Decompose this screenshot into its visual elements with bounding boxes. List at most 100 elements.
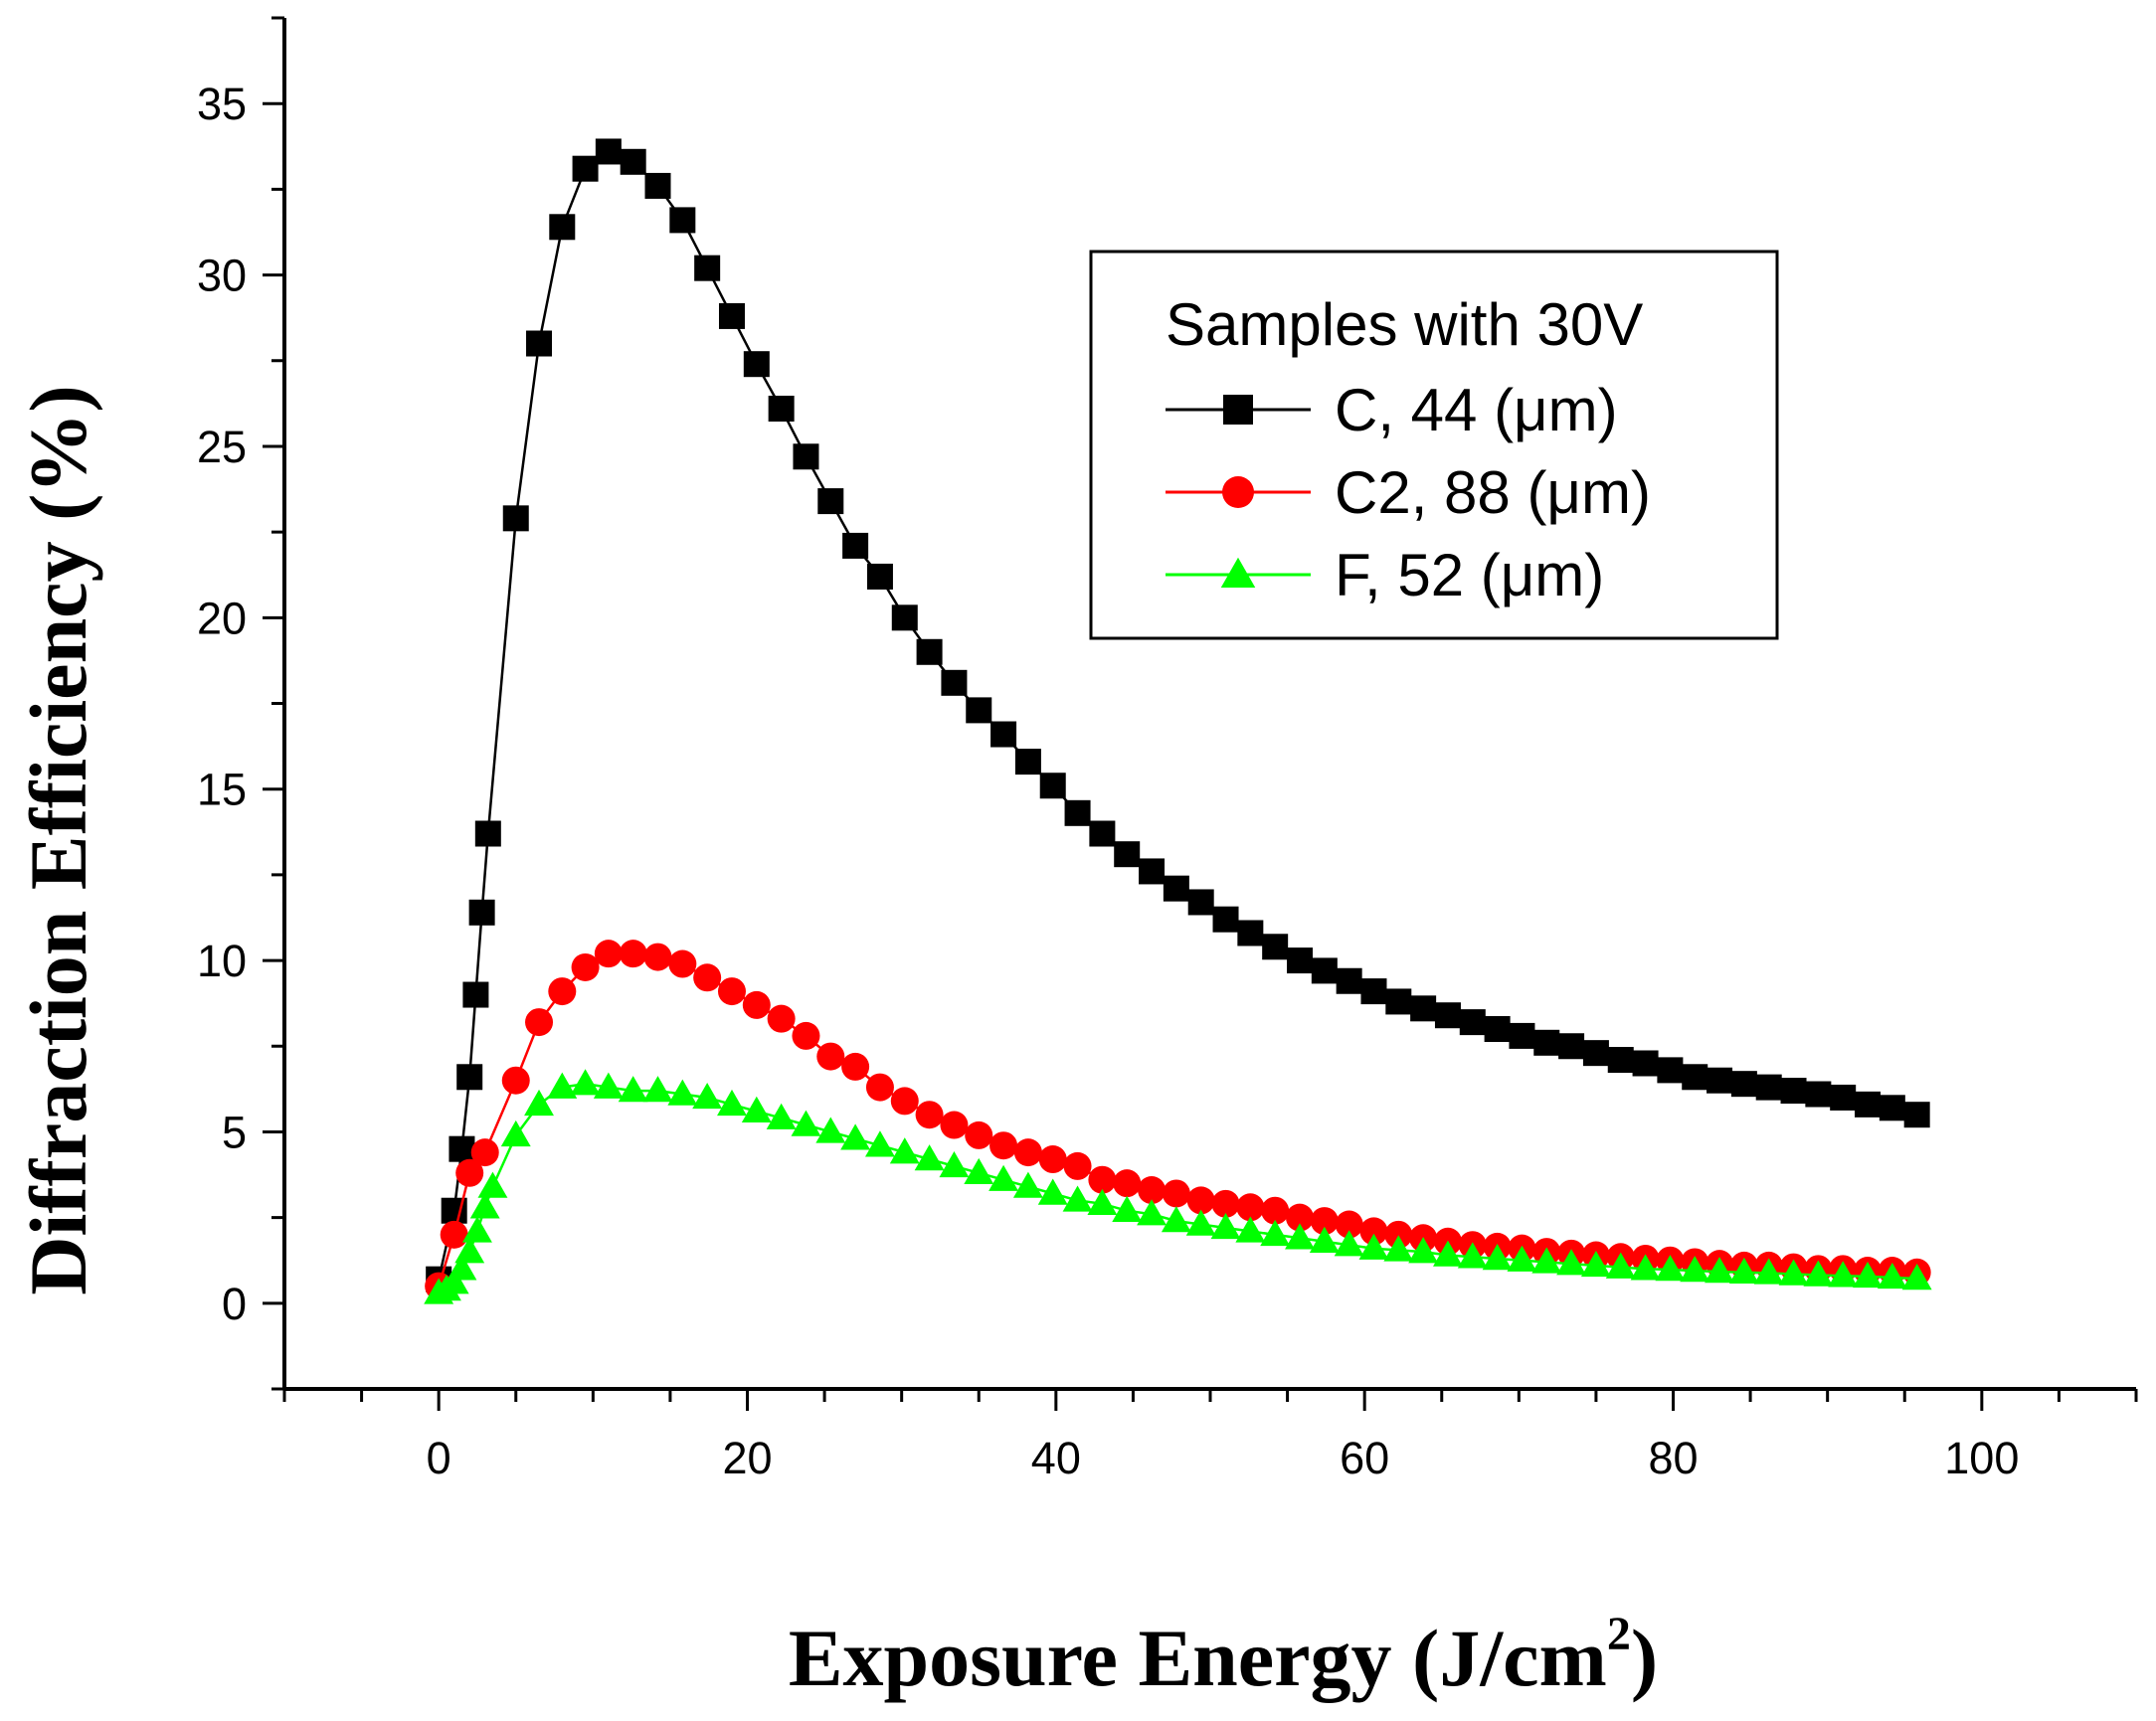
data-point	[440, 1220, 468, 1249]
data-point	[864, 1130, 895, 1157]
data-point	[468, 899, 495, 926]
data-point	[1260, 1219, 1291, 1247]
data-point	[1013, 1138, 1042, 1167]
data-point	[1089, 820, 1116, 847]
data-point	[1186, 1186, 1215, 1215]
data-point	[1358, 1233, 1389, 1260]
data-point	[571, 952, 600, 981]
data-point	[1161, 1206, 1191, 1233]
x-tick-label: 100	[1944, 1433, 2019, 1483]
data-point	[1212, 906, 1239, 933]
data-point	[1630, 1254, 1661, 1281]
data-point	[1187, 889, 1214, 916]
y-tick-label: 25	[197, 422, 247, 472]
data-point	[1237, 920, 1264, 947]
data-point	[1828, 1261, 1859, 1288]
data-point	[1877, 1263, 1907, 1290]
data-point	[549, 214, 576, 241]
y-tick-label: 30	[197, 251, 247, 301]
data-point	[1087, 1188, 1118, 1216]
data-point	[1482, 1244, 1513, 1271]
data-point	[791, 1110, 821, 1136]
x-axis: 0 20 40 60 80 100	[282, 1389, 2138, 1483]
data-point	[668, 949, 697, 978]
y-tick-label: 35	[197, 79, 247, 129]
data-point	[1335, 1210, 1363, 1239]
data-point	[1112, 1195, 1143, 1222]
y-axis: 0 5 10 15 20 25 30 35	[197, 16, 284, 1391]
data-point	[1285, 1223, 1315, 1250]
data-point	[1310, 1207, 1339, 1236]
data-point	[889, 1137, 920, 1164]
data-point	[1210, 1213, 1241, 1240]
data-point	[1062, 1185, 1093, 1212]
data-point	[1014, 749, 1041, 775]
data-point	[1778, 1259, 1809, 1286]
data-point	[447, 1254, 477, 1281]
data-point	[1039, 773, 1066, 799]
data-point	[1384, 1220, 1413, 1249]
data-point	[717, 1089, 747, 1117]
data-point	[502, 505, 529, 532]
data-point	[916, 638, 943, 665]
data-point	[1657, 1057, 1684, 1084]
legend: Samples with 30V C, 44 (μm) C2, 88 (μm) F,…	[1089, 250, 1779, 640]
data-point	[1064, 799, 1091, 826]
data-point	[462, 1216, 492, 1243]
data-point	[1262, 934, 1289, 960]
data-point	[1261, 1196, 1290, 1225]
data-point	[1531, 1247, 1562, 1274]
data-point	[469, 1192, 500, 1219]
data-point	[718, 302, 745, 329]
data-point	[1359, 1217, 1388, 1246]
legend-entries: C, 44 (μm) C2, 88 (μm) F, 52 (μm)	[1166, 377, 1651, 608]
data-point	[1803, 1260, 1834, 1287]
data-point	[1114, 841, 1141, 868]
data-point	[1558, 1033, 1585, 1060]
data-point	[743, 351, 770, 378]
legend-label: F, 52 (μm)	[1335, 542, 1604, 608]
data-point	[840, 1123, 871, 1150]
y-tick-label: 5	[222, 1107, 247, 1157]
x-tick-label: 0	[427, 1433, 451, 1483]
data-point	[815, 1117, 846, 1143]
series-2	[424, 1069, 1932, 1304]
x-axis-title: Exposure Energy (J/cm2)	[789, 1608, 1658, 1703]
data-point	[1037, 1178, 1068, 1205]
data-point	[841, 1052, 870, 1081]
data-point	[1655, 1255, 1686, 1282]
data-point	[1680, 1256, 1710, 1283]
series-0	[426, 138, 1930, 1292]
data-point	[593, 1072, 624, 1099]
data-point	[692, 1083, 723, 1110]
data-point	[1360, 978, 1387, 1005]
data-point	[1185, 1209, 1216, 1236]
data-point	[1038, 1145, 1067, 1174]
data-point	[620, 148, 646, 175]
data-point	[456, 1064, 483, 1091]
data-point	[891, 604, 918, 631]
data-point	[1336, 967, 1362, 994]
data-point	[1434, 1002, 1461, 1029]
data-point	[1457, 1242, 1488, 1269]
legend-label: C2, 88 (μm)	[1335, 459, 1651, 526]
data-point	[595, 138, 622, 165]
x-tick-label: 20	[722, 1433, 772, 1483]
data-point	[1507, 1245, 1537, 1272]
data-point	[501, 1066, 530, 1095]
data-point	[866, 563, 893, 590]
data-point	[1063, 1151, 1092, 1180]
data-point	[526, 330, 553, 357]
data-point	[964, 1157, 994, 1185]
data-point	[455, 1158, 484, 1187]
data-point	[667, 1079, 698, 1106]
y-tick-label: 15	[197, 765, 247, 815]
data-point	[669, 207, 696, 234]
data-point	[1138, 1176, 1167, 1205]
data-point	[1235, 1216, 1266, 1243]
data-point	[793, 443, 819, 470]
data-point	[1556, 1249, 1587, 1276]
data-point	[767, 1004, 796, 1033]
data-point	[1484, 1016, 1511, 1043]
y-axis-title: Diffraction Efficiency (%)	[13, 385, 103, 1294]
